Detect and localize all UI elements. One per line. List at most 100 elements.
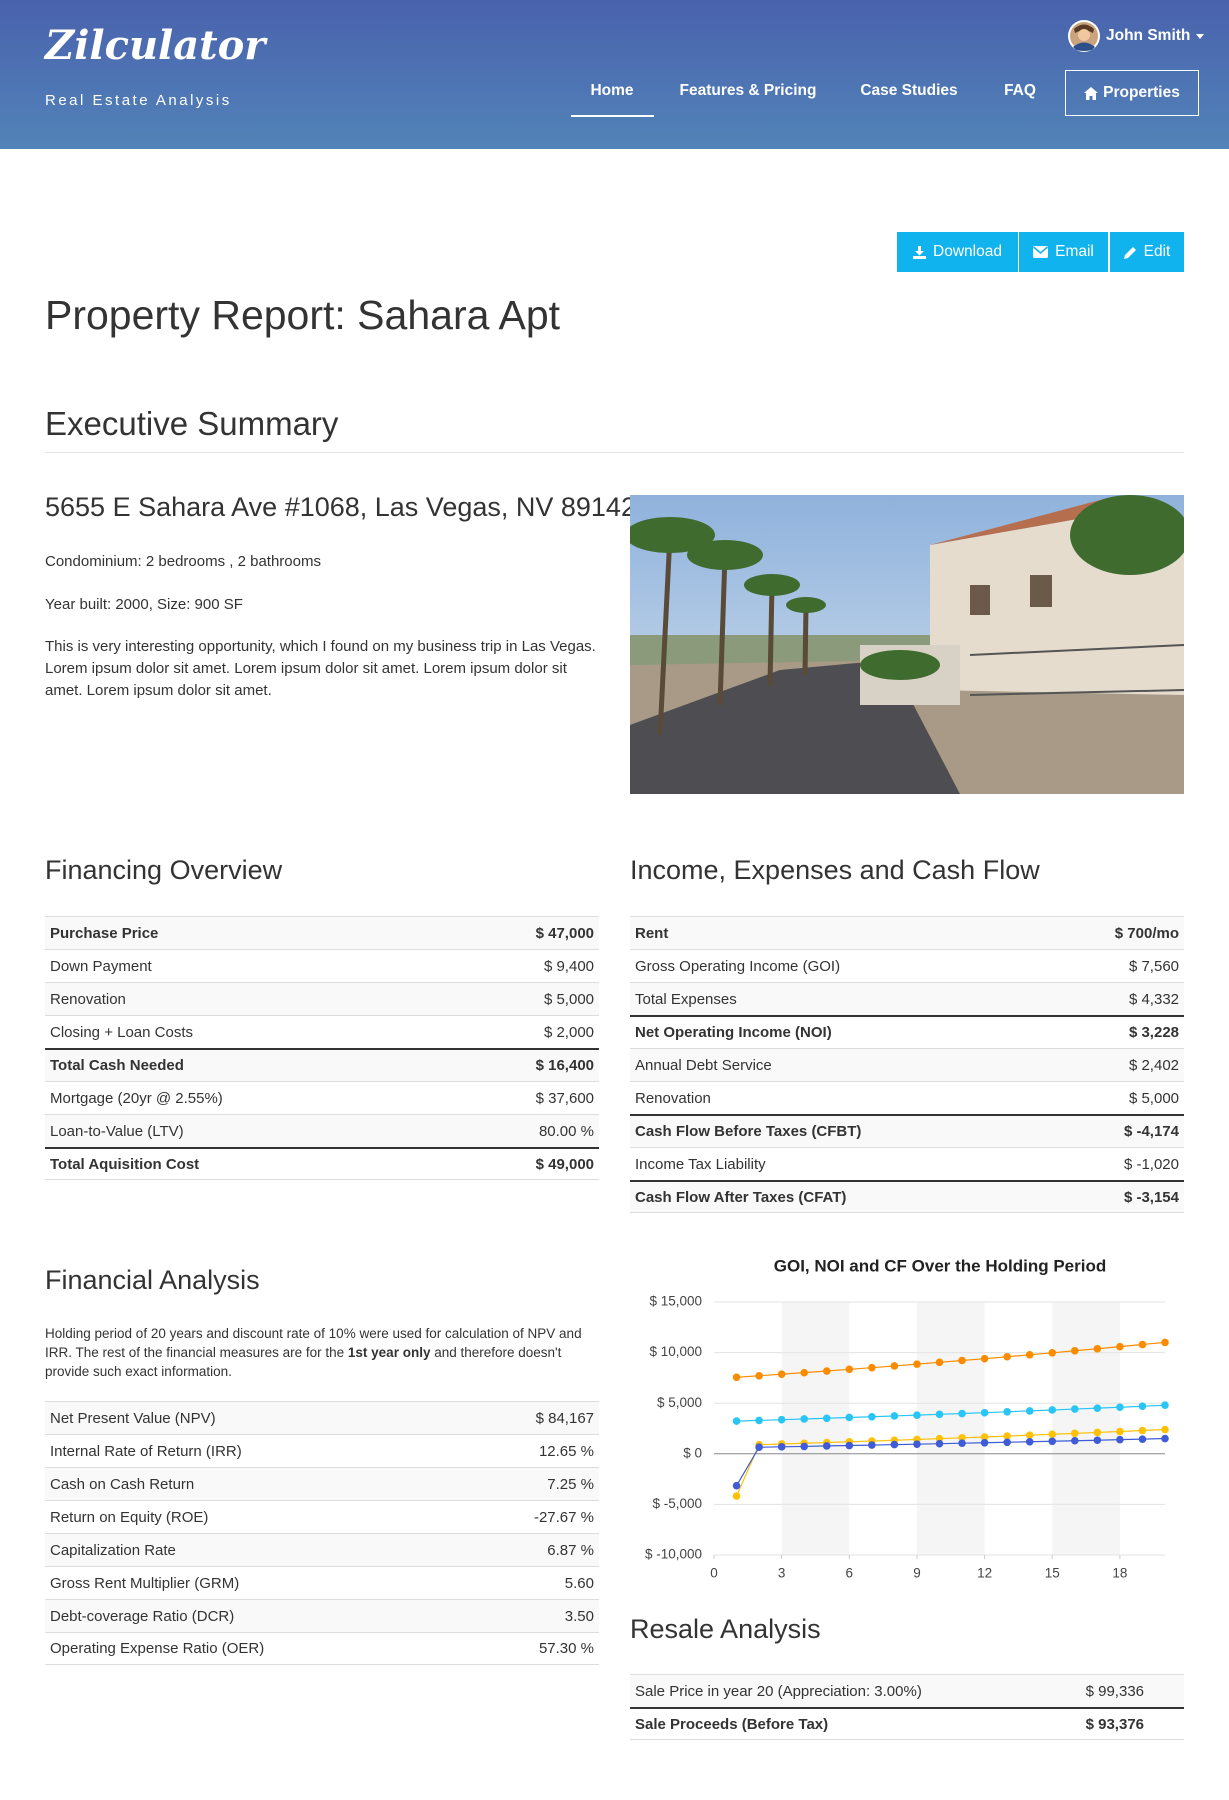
properties-label: Properties bbox=[1103, 84, 1180, 101]
data-point bbox=[1138, 1402, 1147, 1411]
data-point bbox=[958, 1356, 966, 1365]
data-point bbox=[868, 1441, 876, 1449]
row-value: 7.25 % bbox=[547, 1475, 594, 1493]
nav-link[interactable]: Home bbox=[590, 82, 634, 99]
data-point bbox=[1093, 1428, 1102, 1437]
avatar bbox=[1068, 20, 1100, 52]
property-type: Condominium: 2 bedrooms , 2 bathrooms bbox=[45, 553, 321, 570]
row-value: $ 4,332 bbox=[1128, 990, 1179, 1008]
row-value: -27.67 % bbox=[533, 1508, 594, 1526]
x-tick-label: 15 bbox=[1045, 1566, 1060, 1581]
caret bbox=[1196, 33, 1205, 39]
table-row: Cash Flow Before Taxes (CFBT) $ -4,174 bbox=[630, 1114, 1184, 1147]
data-point bbox=[755, 1371, 763, 1380]
row-label: Rent bbox=[635, 924, 669, 942]
row-value: 57.30 % bbox=[538, 1640, 594, 1657]
active-indicator bbox=[571, 115, 654, 117]
table-row: Renovation $ 5,000 bbox=[45, 982, 599, 1015]
data-point bbox=[1138, 1435, 1147, 1443]
table-row: Renovation $ 5,000 bbox=[630, 1081, 1184, 1114]
property-size: Year built: 2000, Size: 900 SF bbox=[45, 596, 243, 613]
row-label: Annual Debt Service bbox=[635, 1056, 772, 1074]
y-tick-label: $ 5,000 bbox=[657, 1395, 702, 1410]
row-value: 3.50 bbox=[564, 1607, 594, 1625]
data-point bbox=[1093, 1344, 1102, 1353]
nav-link[interactable]: FAQ bbox=[1004, 82, 1036, 99]
row-label: Total Expenses bbox=[635, 990, 737, 1008]
edit-button[interactable]: Edit bbox=[1110, 232, 1184, 272]
data-point bbox=[1161, 1338, 1169, 1347]
data-point bbox=[1003, 1432, 1011, 1440]
row-value: 80.00 % bbox=[538, 1122, 594, 1140]
row-value: $ 5,000 bbox=[1128, 1089, 1179, 1107]
data-point bbox=[980, 1354, 989, 1363]
row-label: Purchase Price bbox=[50, 924, 159, 942]
table-row: Annual Debt Service $ 2,402 bbox=[630, 1048, 1184, 1081]
data-point bbox=[1071, 1405, 1079, 1413]
table-row: Net Present Value (NPV) $ 84,167 bbox=[45, 1401, 599, 1434]
edit-icon bbox=[1123, 246, 1136, 259]
data-point bbox=[1116, 1403, 1124, 1412]
data-point bbox=[1071, 1346, 1079, 1355]
description: This is very interesting opportunity, wh… bbox=[45, 638, 596, 699]
row-value: $ 2,000 bbox=[543, 1023, 594, 1041]
table-row: Total Aquisition Cost $ 49,000 bbox=[45, 1147, 599, 1180]
y-tick-label: $ -5,000 bbox=[652, 1496, 702, 1511]
nav-link[interactable]: Features & Pricing bbox=[679, 82, 817, 99]
plot-band bbox=[1052, 1302, 1120, 1555]
row-label: Gross Rent Multiplier (GRM) bbox=[50, 1574, 240, 1592]
data-point bbox=[958, 1434, 966, 1442]
properties-button[interactable]: Properties bbox=[1065, 70, 1199, 116]
table-row: Gross Operating Income (GOI) $ 7,560 bbox=[630, 949, 1184, 982]
home-icon bbox=[1084, 86, 1099, 100]
data-point bbox=[913, 1440, 921, 1448]
row-label: Return on Equity (ROE) bbox=[50, 1508, 209, 1526]
data-point bbox=[1093, 1436, 1102, 1445]
data-point bbox=[1161, 1425, 1169, 1434]
row-label: Loan-to-Value (LTV) bbox=[50, 1122, 184, 1140]
download-button[interactable]: Download bbox=[897, 232, 1018, 272]
user-menu[interactable]: John Smith bbox=[1068, 20, 1205, 52]
row-label: Renovation bbox=[635, 1089, 711, 1107]
data-point bbox=[868, 1412, 876, 1421]
download-label: Download bbox=[933, 243, 1002, 260]
row-value: $ 16,400 bbox=[535, 1057, 594, 1074]
row-label: Net Operating Income (NOI) bbox=[635, 1024, 832, 1041]
data-point bbox=[935, 1358, 944, 1367]
row-value: $ 37,600 bbox=[535, 1089, 594, 1107]
table-row: Cash on Cash Return 7.25 % bbox=[45, 1467, 599, 1500]
logo[interactable]: Zilculator bbox=[45, 22, 266, 69]
section-heading: Financing Overview bbox=[45, 855, 283, 885]
data-point bbox=[1161, 1434, 1169, 1443]
data-point bbox=[890, 1362, 899, 1370]
note-emphasis: 1st year only bbox=[347, 1345, 431, 1360]
data-point bbox=[822, 1367, 831, 1375]
data-point bbox=[822, 1442, 831, 1450]
data-point bbox=[913, 1360, 921, 1368]
section-heading: Income, Expenses and Cash Flow bbox=[630, 855, 1040, 885]
email-button[interactable]: Email bbox=[1019, 232, 1108, 272]
table-row: Rent $ 700/mo bbox=[630, 916, 1184, 949]
row-label: Cash Flow Before Taxes (CFBT) bbox=[635, 1123, 862, 1140]
resale-table: Sale Price in year 20 (Appreciation: 3.0… bbox=[630, 1674, 1184, 1740]
data-point bbox=[1003, 1438, 1011, 1447]
data-point bbox=[980, 1433, 989, 1441]
edit-label: Edit bbox=[1143, 243, 1171, 260]
row-label: Capitalization Rate bbox=[50, 1541, 176, 1559]
user-name: John Smith bbox=[1106, 27, 1191, 44]
data-point bbox=[868, 1363, 876, 1372]
address: 5655 E Sahara Ave #1068, Las Vegas, NV 8… bbox=[45, 492, 636, 522]
nav-link[interactable]: Case Studies bbox=[860, 82, 958, 99]
tagline: Real Estate Analysis bbox=[45, 92, 232, 109]
row-value: $ 47,000 bbox=[535, 924, 594, 942]
data-point bbox=[1116, 1427, 1124, 1436]
analysis-table: Net Present Value (NPV) $ 84,167 Internal … bbox=[45, 1401, 599, 1665]
data-point bbox=[980, 1438, 989, 1447]
property-photo bbox=[630, 495, 1184, 794]
data-point bbox=[1025, 1351, 1034, 1359]
x-tick-label: 18 bbox=[1112, 1566, 1127, 1581]
section-heading: Resale Analysis bbox=[630, 1614, 821, 1644]
row-label: Income Tax Liability bbox=[635, 1155, 766, 1173]
table-row: Return on Equity (ROE) -27.67 % bbox=[45, 1500, 599, 1533]
